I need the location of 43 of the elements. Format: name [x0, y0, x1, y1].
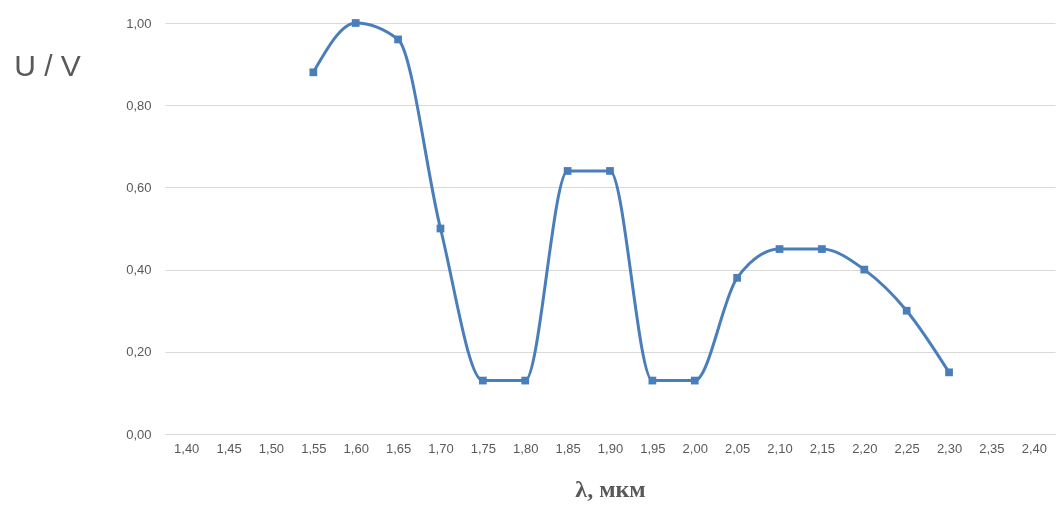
- point: [521, 376, 530, 385]
- y-tick-label: 0,60: [126, 179, 152, 195]
- x-tick-label: 1,90: [597, 440, 624, 456]
- point: [394, 35, 402, 44]
- x-tick-label: 2,10: [767, 440, 793, 456]
- point: [690, 376, 699, 385]
- y-axis-title: U / V: [14, 48, 81, 82]
- point: [775, 245, 784, 253]
- x-axis-title: λ, мкм: [575, 475, 646, 502]
- x-tick-label: 2,15: [809, 440, 836, 456]
- x-tick-label: 1,80: [513, 440, 539, 456]
- x-tick-label: 2,25: [894, 440, 920, 456]
- y-tick-label: 0,00: [126, 426, 152, 442]
- x-tick-label: 1,70: [428, 440, 454, 456]
- x-tick-label: 1,65: [385, 440, 412, 456]
- point: [563, 167, 572, 175]
- y-tick-label: 0,20: [126, 344, 152, 360]
- x-tick-label: 2,00: [682, 440, 708, 456]
- y-tick-label: 0,40: [126, 262, 152, 278]
- x-tick-label: 1,40: [174, 440, 200, 456]
- x-tick-label: 1,55: [301, 440, 327, 456]
- point: [945, 368, 953, 377]
- x-tick-label: 2,30: [936, 440, 963, 456]
- x-tick-label: 1,60: [343, 440, 369, 456]
- point: [818, 245, 826, 253]
- point: [733, 273, 742, 282]
- y-tick-label: 1,00: [126, 15, 152, 31]
- x-tick-label: 1,45: [216, 440, 242, 456]
- y-tick-label: 0,80: [126, 97, 152, 113]
- x-tick-label: 2,20: [852, 440, 878, 456]
- point: [606, 167, 614, 175]
- x-tick-label: 2,40: [1021, 440, 1047, 456]
- x-tick-label: 2,05: [724, 440, 751, 456]
- point: [478, 376, 487, 385]
- x-tick-label: 1,75: [470, 440, 497, 456]
- point: [860, 265, 869, 274]
- point: [351, 19, 360, 27]
- x-tick-label: 1,95: [640, 440, 666, 456]
- x-tick-label: 2,35: [979, 440, 1005, 456]
- point: [902, 306, 911, 315]
- x-tick-label: 1,85: [555, 440, 581, 456]
- x-tick-label: 1,50: [258, 440, 285, 456]
- point: [309, 68, 318, 77]
